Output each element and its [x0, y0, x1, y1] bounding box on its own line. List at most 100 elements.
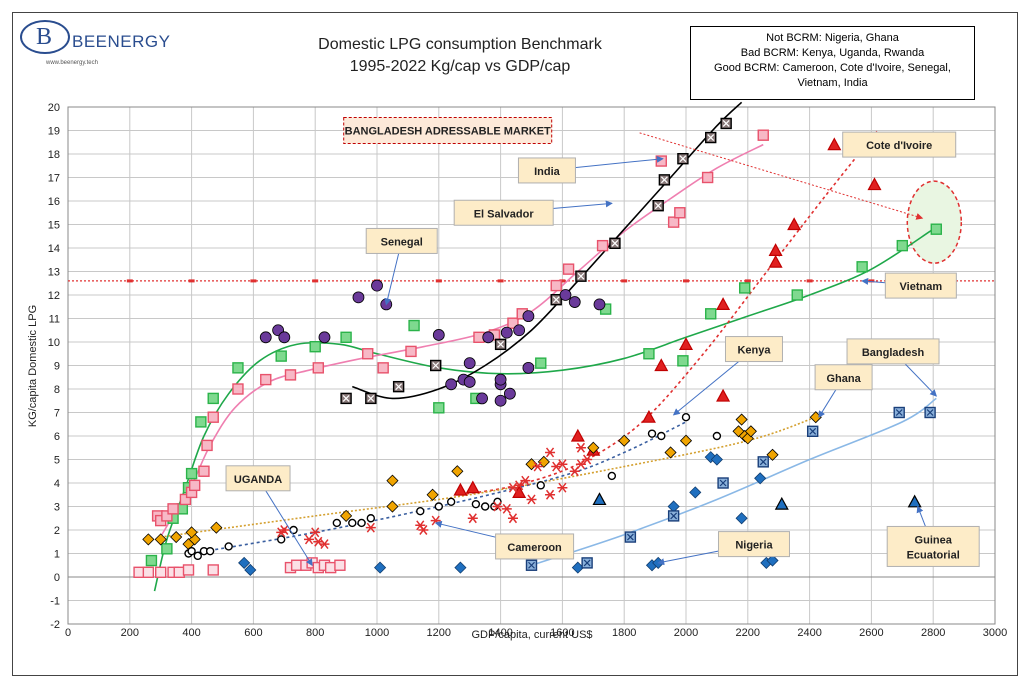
y-tick-label: 3: [54, 502, 60, 514]
logo-ring-icon: [20, 20, 70, 54]
bcrm-line: Vietnam, India: [797, 77, 868, 89]
point-india-cross: [679, 155, 687, 163]
point-senegal: [179, 493, 192, 506]
point-vietnam: [176, 503, 189, 515]
x-tick-label: 2200: [736, 627, 760, 639]
x-axis-label: GDP/capita, current US$: [471, 629, 592, 641]
x-tick-label: 1000: [365, 627, 389, 639]
point-cote-d-ivoire: [465, 480, 480, 494]
y-tick-label: 9: [54, 361, 60, 373]
point-senegal: [198, 465, 210, 477]
callouts: BANGLADESH ADRESSABLE MARKET India El Salv…: [225, 117, 980, 567]
point-kenya: [187, 546, 196, 556]
point-kenya: [332, 518, 342, 528]
point-vietnam: [195, 416, 207, 428]
point-ghana: [735, 413, 748, 426]
point-vietnam: [739, 282, 751, 294]
x-tick-label: 2800: [921, 627, 945, 639]
point-nigeria: [735, 512, 748, 525]
point-senegal: [550, 279, 562, 292]
x-tick-label: 1600: [550, 627, 574, 639]
point-cameroon: [545, 489, 556, 500]
point-senegal: [562, 263, 575, 275]
y-tick-label: -2: [50, 619, 60, 631]
point-senegal: [655, 155, 667, 167]
point-senegal: [188, 479, 201, 492]
point-cote-d-ivoire: [768, 254, 783, 268]
point-vietnam: [340, 331, 352, 343]
bcrm-line: Not BCRM: Nigeria, Ghana: [766, 32, 899, 44]
x-tick-label: 800: [306, 627, 324, 639]
callout-label: India: [534, 166, 561, 178]
callout-label: Ghana: [826, 373, 861, 385]
point-senegal: [377, 362, 389, 374]
callout-box: [453, 199, 554, 226]
point-ghana: [386, 474, 399, 487]
point-kenya: [277, 535, 286, 544]
callout-label: Senegal: [381, 236, 423, 248]
chart-title: Domestic LPG consumption Benchmark 1995-…: [270, 34, 650, 78]
callout-label: Cote d'Ivoire: [866, 140, 932, 152]
callout-box: [886, 525, 980, 567]
point-ghana: [210, 521, 223, 534]
point-kenya: [471, 499, 481, 509]
point-bangladesh-cross: [528, 561, 535, 569]
x-tick-label: 1800: [612, 627, 636, 639]
point-uganda: [142, 566, 155, 578]
point-kenya: [681, 413, 691, 422]
point-senegal: [207, 411, 219, 423]
point-senegal: [312, 362, 324, 374]
point-nigeria: [244, 563, 257, 577]
point-vietnam: [705, 308, 717, 320]
point-uganda: [324, 561, 337, 574]
point-bangladesh-cross: [719, 479, 727, 487]
point-cote-d-ivoire: [768, 243, 783, 256]
point-ghana: [766, 448, 779, 461]
addressable-market-dash: [868, 279, 875, 283]
point-el-salvador: [503, 387, 516, 400]
point-ghana: [744, 425, 757, 438]
y-tick-label: 6: [54, 431, 60, 443]
point-el-salvador: [559, 289, 572, 301]
callout-label: UGANDA: [234, 474, 282, 486]
point-india-cross: [497, 340, 505, 348]
addressable-market-dash: [497, 279, 504, 283]
bcrm-line: Bad BCRM: Kenya, Uganda, Rwanda: [740, 47, 925, 59]
point-cameroon: [279, 525, 290, 535]
addressable-market-dash: [621, 279, 628, 283]
point-cameroon: [507, 513, 518, 524]
addressable-market-arrow: [639, 132, 924, 220]
point-cameroon: [501, 503, 512, 514]
point-nigeria: [689, 486, 702, 499]
addressable-market-dash: [806, 279, 813, 283]
callout-arrow: [257, 478, 313, 567]
point-cameroon: [526, 494, 537, 505]
point-vietnam: [275, 350, 287, 362]
addressable-market-dash: [188, 279, 195, 283]
y-tick-label: 10: [48, 337, 60, 349]
point-india-cross: [577, 272, 585, 280]
point-el-salvador: [494, 373, 507, 386]
y-tick-label: 20: [48, 102, 60, 114]
point-ghana: [386, 500, 399, 513]
point-ghana: [340, 509, 353, 522]
point-vietnam: [232, 362, 244, 374]
point-cameroon: [492, 501, 503, 512]
addressable-market-dash: [559, 279, 566, 283]
point-vietnam: [643, 348, 655, 360]
addressable-market-dash: [312, 279, 319, 283]
brand-url: www.beenergy.tech: [46, 60, 98, 66]
point-ghana: [679, 434, 693, 447]
y-tick-label: 1: [54, 549, 60, 561]
point-vietnam: [677, 355, 689, 367]
point-ghana: [537, 455, 550, 468]
point-uganda: [207, 564, 219, 576]
point-india-cross: [552, 296, 560, 304]
point-senegal: [507, 317, 519, 329]
callout-label: Ecuatorial: [907, 549, 960, 561]
addressable-market-box: [343, 117, 553, 144]
point-el-salvador: [371, 279, 383, 292]
point-kenya: [416, 507, 425, 516]
point-cameroon: [467, 513, 478, 524]
